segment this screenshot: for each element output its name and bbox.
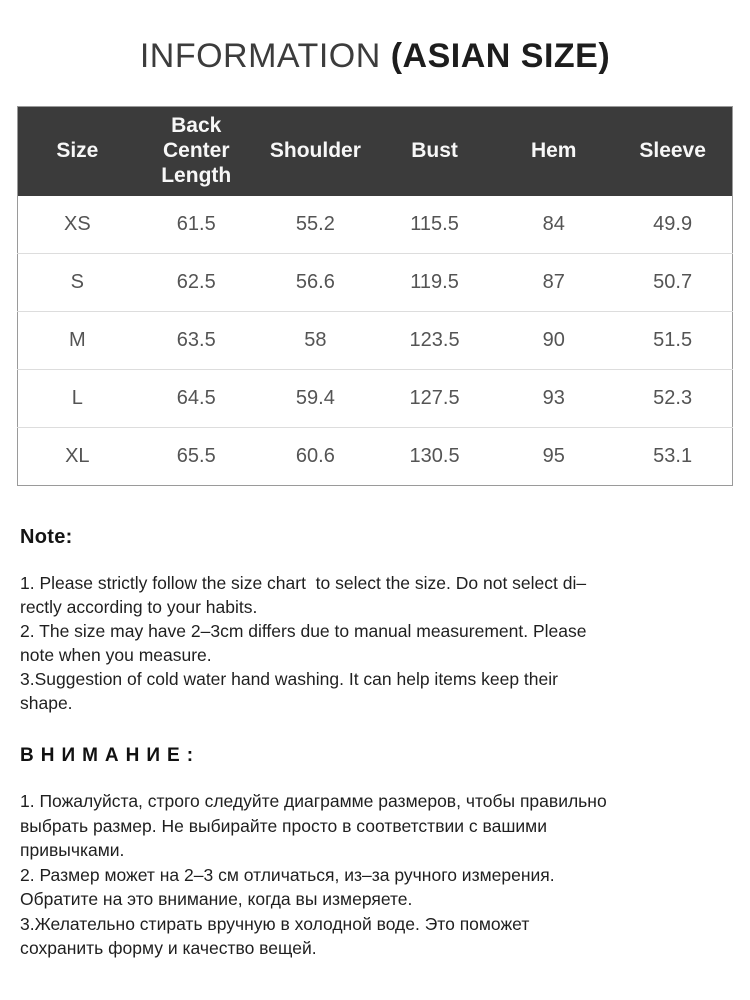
attention-heading: ВНИМАНИЕ:	[20, 745, 201, 766]
note-line: 2. The size may have 2–3cm differs due t…	[20, 621, 587, 641]
table-cell: 127.5	[374, 369, 495, 428]
note-line: 3.Suggestion of cold water hand washing.…	[20, 669, 558, 689]
attention-line: Обратите на это внимание, когда вы измер…	[20, 889, 413, 909]
table-cell: 119.5	[374, 253, 495, 312]
col-header-size: Size	[17, 106, 137, 196]
title-word-information: INFORMATION	[139, 37, 391, 75]
col-header-bust: Bust	[374, 106, 495, 196]
table-cell: 95	[494, 427, 614, 486]
col-header-sleeve-label: Sleeve	[639, 139, 706, 163]
table-row-m: M 63.5 58 123.5 90 51.5	[17, 311, 733, 370]
table-cell: 90	[494, 311, 614, 370]
attention-line: выбрать размер. Не выбирайте просто в со…	[20, 815, 547, 836]
table-cell: L	[17, 369, 137, 428]
col-header-back-center-length: Back Center Length	[136, 106, 256, 196]
table-cell: 63.5	[136, 311, 256, 370]
table-cell: 49.9	[653, 213, 693, 235]
table-cell: 58	[255, 311, 375, 370]
attention-paragraph: 1. Пожалуйста, строго следуйте диаграмме…	[20, 789, 728, 961]
size-chart-body: XS 61.5 55.2 115.5 84 49.9 S 62.5 56.6 1…	[17, 196, 733, 486]
table-cell: 84	[542, 213, 565, 235]
table-row-xs: XS 61.5 55.2 115.5 84 49.9	[18, 196, 733, 254]
title-word-asian-size: (ASIAN SIZE)	[390, 37, 611, 75]
col-header-hem-label: Hem	[530, 139, 577, 163]
table-cell: S	[17, 253, 137, 312]
attention-line: 2. Размер может на 2–3 см отличаться, из…	[20, 864, 555, 885]
attention-line: 1. Пожалуйста, строго следуйте диаграмме…	[20, 791, 607, 811]
col-header-back-center-length-label: Back Center Length	[161, 114, 232, 187]
table-cell: 50.7	[613, 253, 733, 312]
table-row-xl: XL 65.5 60.6 130.5 95 53.1	[17, 427, 733, 486]
table-header-row: Size Back Center Length Shoulder Bust He…	[17, 106, 733, 196]
col-header-hem: Hem	[494, 106, 614, 196]
table-cell: XL	[17, 427, 137, 486]
note-paragraph: 1. Please strictly follow the size chart…	[20, 571, 728, 715]
attention-line: сохранить форму и качество вещей.	[20, 938, 317, 958]
table-cell: 61.5	[176, 213, 216, 235]
attention-line: привычками.	[20, 840, 125, 860]
table-cell: 115.5	[410, 213, 459, 235]
table-cell: 52.3	[613, 369, 733, 428]
table-cell: 53.1	[613, 427, 733, 486]
table-cell: 64.5	[136, 369, 256, 428]
notes-section: Note: 1. Please strictly follow the size…	[0, 526, 750, 961]
table-cell: 87	[494, 253, 614, 312]
note-line: rectly according to your habits.	[20, 597, 258, 617]
table-cell: 56.6	[255, 253, 375, 312]
table-cell: 55.2	[295, 213, 335, 235]
table-cell: 59.4	[255, 369, 375, 428]
size-chart-header: Size Back Center Length Shoulder Bust He…	[17, 106, 733, 196]
col-header-bust-label: Bust	[411, 139, 458, 163]
page-title: INFORMATION (ASIAN SIZE)	[0, 0, 750, 76]
note-heading: Note:	[20, 526, 73, 548]
table-cell: 60.6	[255, 427, 375, 486]
col-header-shoulder-label: Shoulder	[269, 139, 361, 163]
table-cell: 62.5	[136, 253, 256, 312]
note-line: shape.	[20, 693, 73, 713]
table-cell: XS	[63, 213, 91, 235]
table-row-l: L 64.5 59.4 127.5 93 52.3	[17, 369, 733, 428]
attention-line: 3.Желательно стирать вручную в холодной …	[20, 913, 530, 934]
col-header-size-label: Size	[56, 139, 99, 163]
table-cell: M	[17, 311, 137, 370]
table-row-s: S 62.5 56.6 119.5 87 50.7	[17, 253, 733, 312]
size-chart-table: Size Back Center Length Shoulder Bust He…	[17, 106, 733, 486]
note-line: note when you measure.	[20, 645, 212, 665]
table-cell: 51.5	[613, 311, 733, 370]
table-cell: 130.5	[374, 427, 495, 486]
table-cell: 93	[494, 369, 614, 428]
col-header-shoulder: Shoulder	[255, 106, 375, 196]
col-header-sleeve: Sleeve	[613, 106, 733, 196]
table-cell: 123.5	[374, 311, 495, 370]
note-line: 1. Please strictly follow the size chart…	[20, 573, 587, 593]
table-cell: 65.5	[136, 427, 256, 486]
